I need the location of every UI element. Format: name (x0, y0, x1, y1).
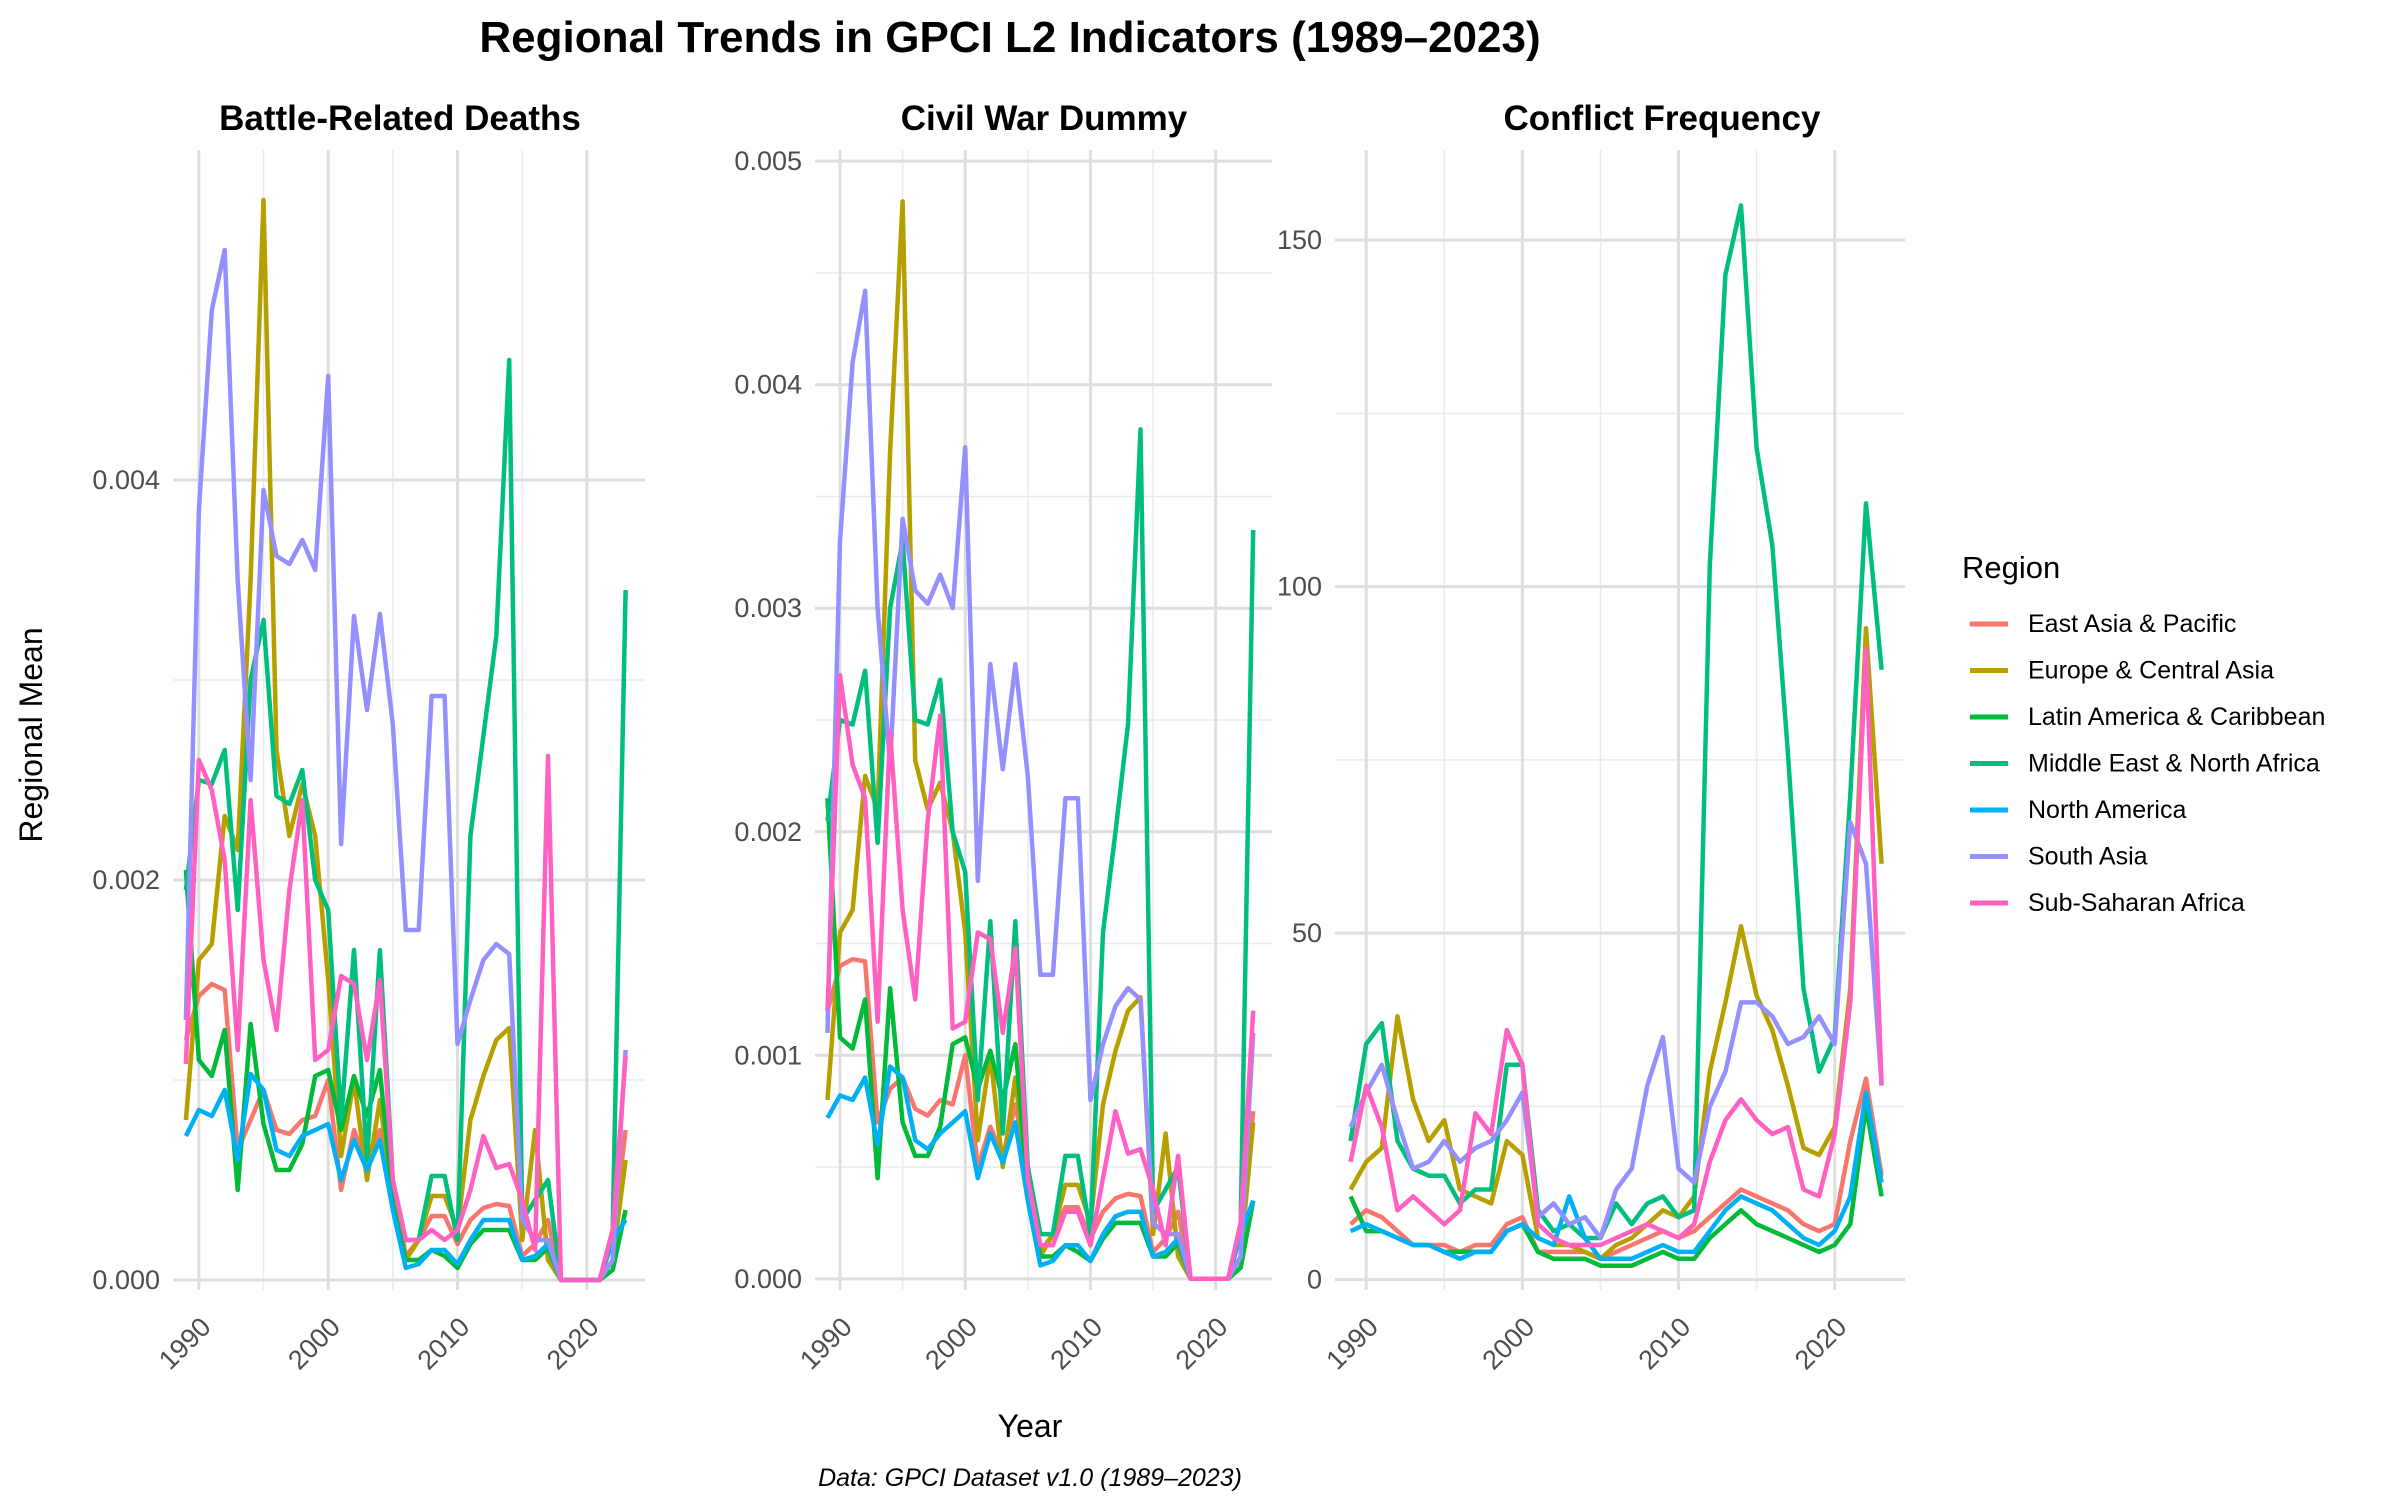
y-tick-label: 0.005 (734, 146, 802, 176)
series-line-south-asia (183, 247, 628, 1283)
legend-item-sub-saharan-africa: Sub-Saharan Africa (1970, 889, 2245, 917)
y-tick-label: 0.004 (734, 370, 802, 400)
x-tick-label: 1990 (153, 1312, 217, 1376)
series-line-sub-saharan-africa (183, 753, 628, 1283)
x-tick-labels: 1990 2000 2010 2020 (794, 1312, 1233, 1376)
series-line-latin-america-and-caribbean (825, 798, 1256, 1282)
y-tick-label: 0.000 (92, 1265, 160, 1295)
series-line-middle-east-and-north-africa (825, 427, 1256, 1282)
y-tick-label: 150 (1277, 225, 1322, 255)
x-tick-label: 1990 (794, 1312, 858, 1376)
panel-grid (173, 150, 645, 1290)
x-tick-label: 2000 (282, 1312, 346, 1376)
legend-item-east-asia-and-pacific: East Asia & Pacific (1970, 610, 2236, 638)
x-tick-label: 2010 (1633, 1312, 1697, 1376)
legend-label: Sub-Saharan Africa (2028, 889, 2245, 917)
series-line-middle-east-and-north-africa (1348, 203, 1884, 1241)
series-line-north-america (1349, 1090, 1884, 1262)
legend: Region East Asia & Pacific Europe & Centr… (1962, 550, 2325, 917)
panel-grid (815, 150, 1272, 1290)
y-tick-label: 0.003 (734, 593, 802, 623)
series-lines (825, 199, 1256, 1282)
series-line-europe-and-central-asia (1348, 625, 1884, 1262)
x-tick-label: 2010 (412, 1312, 476, 1376)
y-tick-label: 0.004 (92, 465, 160, 495)
legend-label: South Asia (2028, 843, 2148, 871)
x-tick-labels: 1990 2000 2010 2020 (153, 1312, 605, 1376)
series-lines (183, 197, 628, 1283)
x-tick-label: 2020 (1789, 1312, 1853, 1376)
x-tick-label: 2000 (1477, 1312, 1541, 1376)
series-line-south-asia (1348, 819, 1884, 1241)
figure-title: Regional Trends in GPCI L2 Indicators (1… (479, 13, 1540, 62)
legend-label: Europe & Central Asia (2028, 657, 2274, 685)
legend-label: North America (2028, 796, 2186, 824)
x-tick-label: 2020 (1170, 1312, 1234, 1376)
legend-label: Middle East & North Africa (2028, 750, 2320, 778)
legend-items: East Asia & Pacific Europe & Central Asia… (1970, 610, 2325, 917)
y-tick-label: 50 (1292, 918, 1322, 948)
y-tick-label: 0 (1307, 1265, 1322, 1295)
legend-label: East Asia & Pacific (2028, 610, 2236, 638)
x-tick-label: 1990 (1320, 1312, 1384, 1376)
y-tick-label: 0.001 (734, 1040, 802, 1070)
x-axis-label: Year (998, 1408, 1063, 1444)
y-tick-label: 0.000 (734, 1264, 802, 1294)
legend-item-north-america: North America (1970, 796, 2186, 824)
y-tick-labels: 0 50 100 150 (1277, 225, 1322, 1295)
legend-item-europe-and-central-asia: Europe & Central Asia (1970, 657, 2274, 685)
x-tick-label: 2000 (919, 1312, 983, 1376)
panel-title: Civil War Dummy (901, 99, 1188, 138)
panel-title: Battle-Related Deaths (219, 99, 581, 138)
y-tick-labels: 0.000 0.002 0.004 (92, 465, 160, 1295)
series-line-east-asia-and-pacific (1349, 1076, 1884, 1262)
legend-item-middle-east-and-north-africa: Middle East & North Africa (1970, 750, 2320, 778)
y-tick-label: 100 (1277, 572, 1322, 602)
series-line-sub-saharan-africa (1348, 646, 1884, 1248)
series-line-south-asia (825, 288, 1256, 1282)
legend-item-latin-america-and-caribbean: Latin America & Caribbean (1970, 703, 2325, 731)
panel-title: Conflict Frequency (1504, 99, 1822, 138)
x-tick-label: 2010 (1045, 1312, 1109, 1376)
legend-item-south-asia: South Asia (1970, 843, 2148, 871)
x-tick-label: 2020 (541, 1312, 605, 1376)
y-axis-label: Regional Mean (13, 627, 49, 842)
y-tick-label: 0.002 (734, 817, 802, 847)
panel-civil-war-dummy: Civil War Dummy 0.0000.0010.0020.0030.00… (734, 99, 1272, 1375)
panel-battle-related-deaths: Battle-Related Deaths 0.000 0.002 0.004 19… (92, 99, 645, 1375)
series-line-sub-saharan-africa (825, 673, 1256, 1282)
panel-conflict-frequency: Conflict Frequency 0 50 100 150 1990 2000 201… (1277, 99, 1905, 1375)
legend-title: Region (1962, 550, 2060, 585)
y-tick-labels: 0.000 0.001 0.002 0.003 0.004 0.005 (734, 146, 802, 1294)
x-tick-labels: 1990 2000 2010 2020 (1320, 1312, 1852, 1376)
y-tick-label: 0.002 (92, 865, 160, 895)
series-lines (1348, 203, 1884, 1268)
caption: Data: GPCI Dataset v1.0 (1989–2023) (818, 1464, 1242, 1492)
legend-label: Latin America & Caribbean (2028, 703, 2325, 731)
